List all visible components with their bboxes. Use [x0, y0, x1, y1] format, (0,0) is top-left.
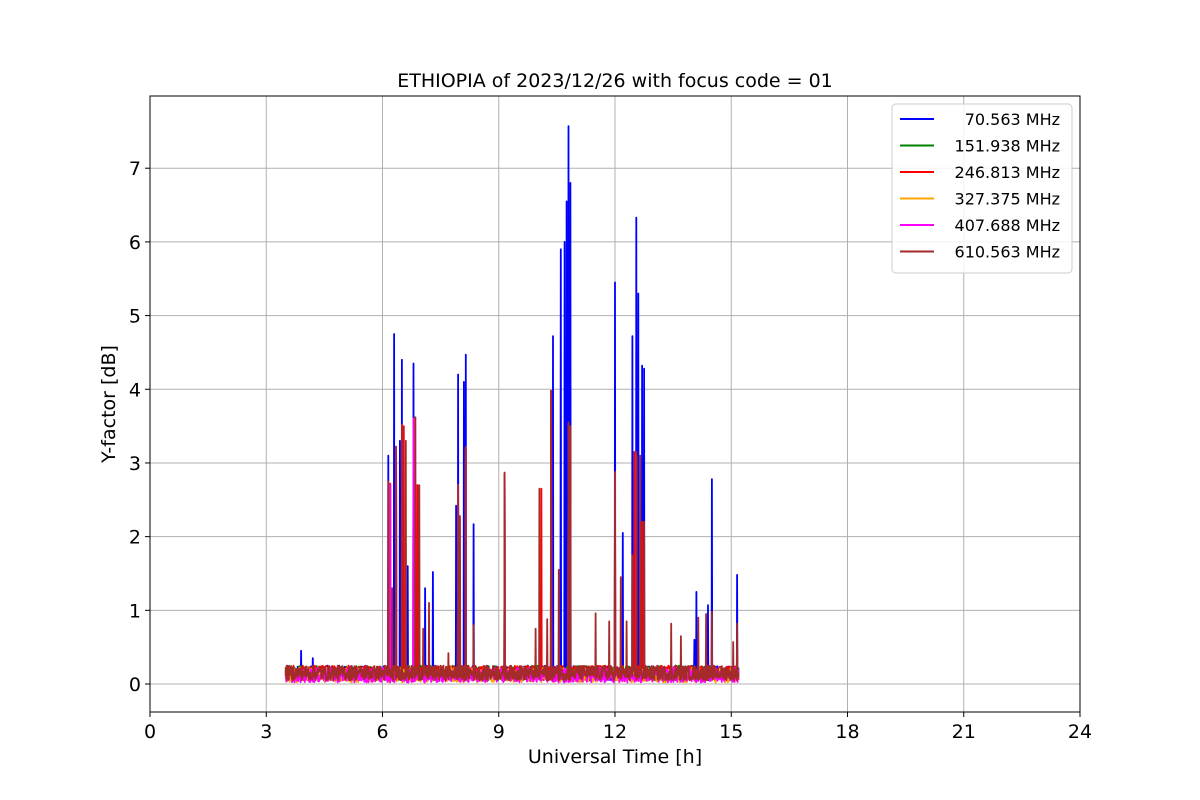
y-tick-label: 7 [129, 158, 141, 180]
x-tick-label: 18 [835, 721, 859, 743]
legend-box [891, 103, 1073, 274]
x-tick-label: 9 [493, 721, 505, 743]
legend-label: 70.563 MHz [965, 110, 1060, 129]
y-tick-label: 2 [129, 527, 141, 549]
x-tick-label: 24 [1068, 721, 1092, 743]
legend-label: 151.938 MHz [955, 137, 1060, 156]
y-tick-label: 6 [129, 232, 141, 254]
y-tick-label: 5 [129, 306, 141, 328]
x-tick-label: 3 [260, 721, 272, 743]
y-tick-label: 0 [129, 674, 141, 696]
legend-label: 327.375 MHz [955, 190, 1060, 209]
y-tick-label: 4 [129, 379, 141, 401]
x-axis-label: Universal Time [h] [528, 746, 702, 768]
x-tick-label: 6 [376, 721, 388, 743]
x-tick-label: 0 [144, 721, 156, 743]
y-tick-label: 3 [129, 453, 141, 475]
x-tick-label: 15 [719, 721, 743, 743]
x-tick-label: 12 [603, 721, 627, 743]
legend: 70.563 MHz 151.938 MHz 246.813 MHz 327.375 … [891, 103, 1073, 274]
legend-label: 407.688 MHz [955, 216, 1060, 235]
y-tick-label: 1 [129, 600, 141, 622]
chart-title: ETHIOPIA of 2023/12/26 with focus code =… [397, 70, 833, 92]
y-axis-label: Y-factor [dB] [98, 345, 120, 464]
plot-series [284, 125, 740, 684]
legend-label: 610.563 MHz [955, 243, 1060, 262]
x-tick-label: 21 [952, 721, 976, 743]
series-line-610-563-mhz [284, 389, 740, 682]
legend-label: 246.813 MHz [955, 163, 1060, 182]
